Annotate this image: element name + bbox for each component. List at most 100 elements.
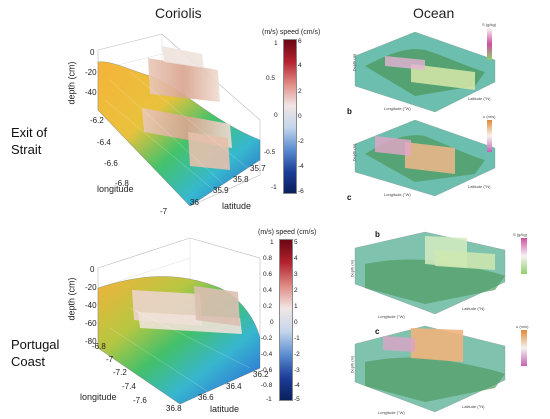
lat-tick: 36.8 (166, 404, 182, 413)
cb-tick: -0.5 (264, 149, 276, 156)
z-tick: -40 (85, 88, 97, 97)
ocean-x-label: Longitude (°W) (378, 410, 405, 415)
lon-tick: -6.6 (104, 159, 118, 168)
ocean-cb-1 (487, 28, 492, 60)
z-tick: -60 (85, 319, 97, 328)
colorbar-bottom (279, 239, 293, 401)
cb-tick: 2 (298, 88, 302, 95)
cb-tick: -6 (298, 188, 304, 195)
z-tick: -40 (85, 301, 97, 310)
ocean-y-label: Latitude (°N) (468, 184, 491, 189)
coriolis-bottom-plot (97, 237, 261, 405)
ocean-x-label: Longitude (°W) (384, 192, 411, 197)
ocean-panel-letter: c (375, 327, 380, 336)
ocean-cb-2 (487, 120, 492, 152)
lon-tick: -6.8 (115, 179, 129, 188)
colorbar-title: (m/s) speed (cm/s) (262, 29, 321, 36)
cb-tick: -0.4 (261, 351, 273, 358)
ocean-x-label: Longitude (°W) (378, 314, 405, 319)
cb-tick: -2 (298, 138, 304, 145)
cb-tick: 2 (294, 287, 298, 294)
coriolis-header: Coriolis (155, 5, 202, 21)
ocean-panel-letter: b (375, 230, 380, 239)
colorbar-title: (m/s) speed (cm/s) (258, 229, 317, 236)
cb-tick: 1 (274, 40, 278, 47)
row-label-line: Coast (11, 354, 45, 369)
cb-tick: 4 (298, 62, 302, 69)
x-axis-label: longitude (80, 392, 117, 402)
z-tick: -20 (85, 68, 97, 77)
cb-tick: -5 (294, 396, 300, 403)
lat-tick: 35.9 (213, 186, 229, 195)
lat-tick: 36.4 (226, 382, 242, 391)
ocean-z-label: Depth (m) (351, 143, 357, 162)
cb-tick: -1 (271, 184, 277, 191)
lon-tick: -7.4 (122, 382, 136, 391)
lat-tick: 35.8 (233, 175, 249, 184)
ocean-y-label: Latitude (°N) (462, 404, 485, 409)
ocean-cb-title: S (g/kg) (513, 232, 528, 237)
cb-tick: 0.8 (263, 255, 273, 262)
cb-tick: 4 (294, 255, 298, 262)
lat-tick: 35.7 (250, 164, 266, 173)
lon-tick: -7.2 (113, 368, 127, 377)
cb-tick: -0.2 (261, 335, 273, 342)
cb-tick: 3 (294, 271, 298, 278)
lat-tick: 36.2 (253, 370, 269, 379)
ocean-y-label: Latitude (°N) (462, 306, 485, 311)
row-label-portugal-coast: Portugal Coast (11, 336, 59, 370)
y-axis-label: latitude (210, 404, 240, 414)
z-tick: -80 (85, 337, 97, 346)
z-axis-label: depth (cm) (66, 61, 77, 105)
lon-tick: -7.6 (133, 396, 147, 405)
lon-tick: -7 (106, 355, 114, 364)
cb-tick: 0 (294, 319, 298, 326)
colorbar-top (283, 39, 297, 194)
x-axis-label: longitude (97, 184, 134, 194)
lon-tick: -7 (160, 207, 168, 216)
cb-tick: 6 (298, 38, 302, 45)
ocean-cb-4 (521, 330, 527, 366)
lon-tick: -6.2 (90, 116, 104, 125)
row-label-exit-of-strait: Exit of Strait (11, 124, 47, 158)
lon-tick: -6.4 (97, 138, 111, 147)
cb-tick: -2 (294, 351, 300, 358)
cb-tick: -0.6 (261, 367, 273, 374)
lat-tick: 36.6 (198, 393, 214, 402)
ocean-z-label: Depth (m) (351, 53, 357, 72)
ocean-cb-title: u (m/s) (516, 324, 529, 329)
ocean-panel-letter: b (347, 107, 352, 116)
cb-tick: 0.5 (266, 75, 276, 82)
z-tick: 0 (90, 265, 95, 274)
ocean-cb-title: u (m/s) (483, 114, 496, 119)
ocean-cb-3 (521, 238, 527, 274)
ocean-panel-letter: c (347, 193, 352, 202)
cb-tick: -1 (294, 335, 300, 342)
cb-tick: 0 (270, 319, 274, 326)
ocean-panel-velocity-strait (354, 119, 496, 197)
ocean-x-label: Longitude (°W) (384, 106, 411, 111)
velocity-slices (132, 286, 242, 334)
cb-tick: 0.4 (263, 287, 273, 294)
velocity-slices (142, 46, 232, 170)
z-tick: 0 (90, 48, 95, 57)
y-axis-label: latitude (222, 201, 252, 211)
cb-tick: 0.2 (263, 303, 273, 310)
ocean-y-label: Latitude (°N) (468, 96, 491, 101)
ocean-header: Ocean (413, 5, 455, 21)
cb-tick: 1 (294, 303, 298, 310)
ocean-panel-velocity-portugal (354, 325, 506, 413)
cb-tick: 1 (270, 239, 274, 246)
ocean-z-label: Depth (m) (349, 355, 355, 374)
lon-tick: -6.8 (92, 342, 106, 351)
ocean-panel-salinity-strait (354, 31, 496, 113)
ocean-z-label: Depth (m) (349, 259, 355, 278)
z-tick: -20 (85, 283, 97, 292)
cb-tick: 0 (274, 112, 278, 119)
ocean-cb-title: S (g/kg) (482, 22, 497, 27)
cb-tick: -4 (298, 163, 304, 170)
cb-tick: -0.8 (261, 382, 273, 389)
z-axis-label: depth (cm) (66, 277, 77, 321)
coriolis-top-plot (97, 33, 261, 207)
row-label-line: Strait (11, 142, 42, 157)
